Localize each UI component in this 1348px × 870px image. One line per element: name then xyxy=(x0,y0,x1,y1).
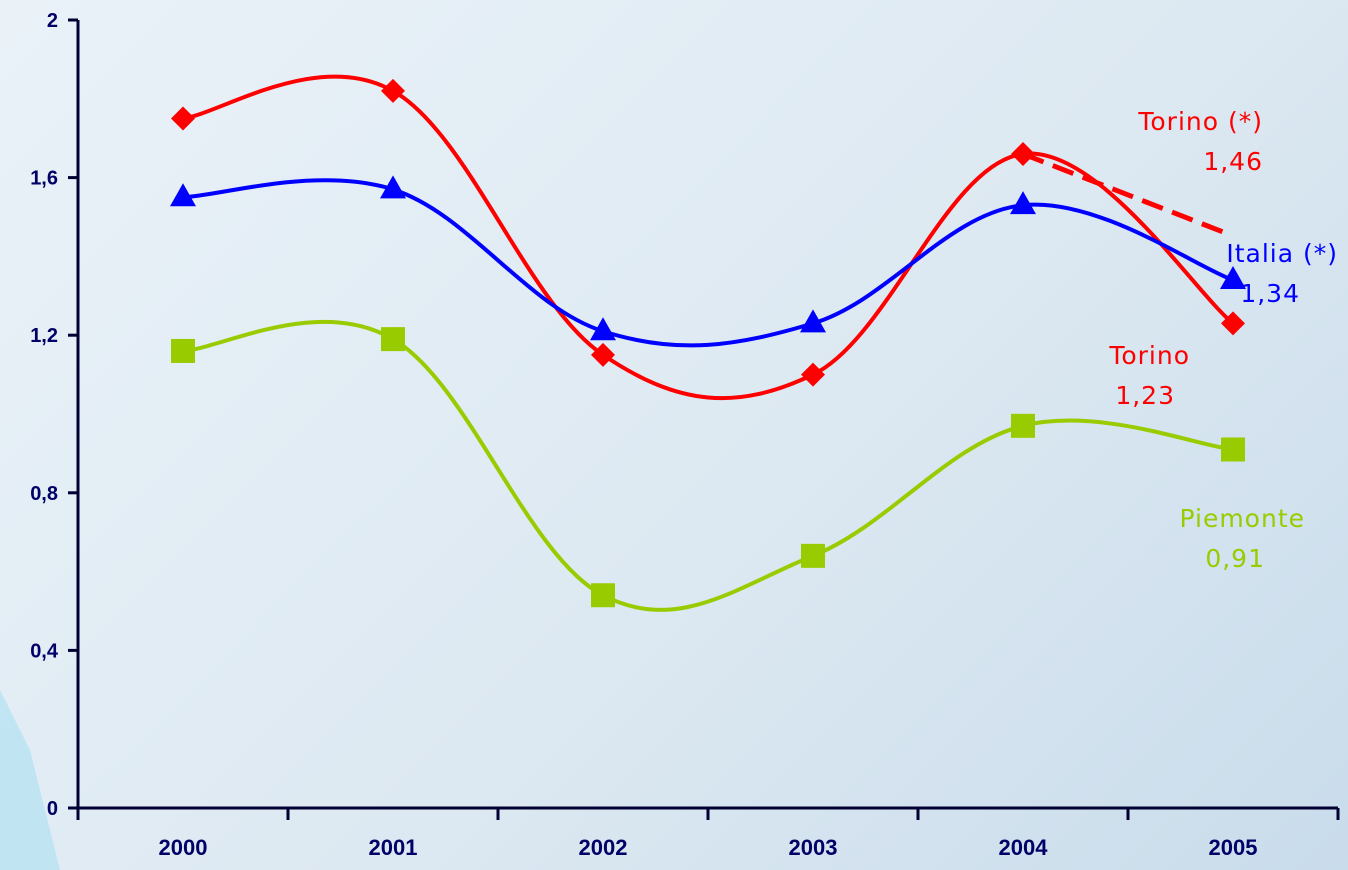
y-tick-label: 0 xyxy=(47,798,58,820)
series-line-torino xyxy=(182,74,1235,401)
marker-square-piemonte xyxy=(1011,413,1035,438)
chart-annotations: Torino (*) 1,46 Italia (*) 1,34 Torino 1,23 Pi… xyxy=(1108,107,1338,573)
y-tick-label: 1,2 xyxy=(30,325,58,347)
marker-square-piemonte xyxy=(801,543,825,568)
annotation-torino-star-value: 1,46 xyxy=(1203,147,1263,176)
y-tick-label: 0,8 xyxy=(30,483,58,505)
x-tick-label: 2003 xyxy=(789,835,838,860)
annotation-torino-star-label: Torino (*) xyxy=(1137,107,1263,136)
annotation-piemonte-label: Piemonte xyxy=(1179,504,1305,533)
marker-triangle-italia xyxy=(1010,191,1036,215)
y-tick-label: 0,4 xyxy=(30,640,59,662)
marker-triangle-italia xyxy=(1220,266,1246,290)
annotation-piemonte-value: 0,91 xyxy=(1205,544,1265,573)
marker-square-piemonte xyxy=(381,327,405,352)
marker-triangle-italia xyxy=(170,183,196,207)
y-tick-label: 1,6 xyxy=(30,168,58,190)
marker-triangle-italia xyxy=(380,175,406,199)
x-tick-label: 2005 xyxy=(1209,835,1258,860)
marker-diamond-torino xyxy=(1221,311,1245,336)
annotation-italia-star-label: Italia (*) xyxy=(1226,239,1338,268)
chart-axes: 0 0,4 0,8 1,2 1,6 2 2000 2001 2002 2003 2004 2005 xyxy=(30,10,1340,860)
x-tick-label: 2000 xyxy=(159,835,208,860)
x-tick-label: 2001 xyxy=(369,835,418,860)
chart-markers xyxy=(170,78,1246,608)
annotation-torino-label: Torino xyxy=(1108,341,1190,370)
marker-triangle-italia xyxy=(590,317,616,341)
marker-diamond-torino xyxy=(381,78,405,103)
background-decoration xyxy=(0,690,60,870)
marker-diamond-torino xyxy=(1011,141,1035,166)
annotation-torino-value: 1,23 xyxy=(1115,381,1175,410)
marker-diamond-torino xyxy=(801,362,825,387)
chart-series xyxy=(182,74,1235,612)
marker-diamond-torino xyxy=(171,106,195,131)
decorative-wedge xyxy=(0,690,60,870)
marker-square-piemonte xyxy=(171,338,195,363)
y-tick-label: 2 xyxy=(47,10,58,32)
projection-line-torino xyxy=(1022,151,1226,236)
annotation-italia-star-value: 1,34 xyxy=(1240,279,1300,308)
marker-diamond-torino xyxy=(591,342,615,367)
x-tick-label: 2002 xyxy=(579,835,628,860)
series-line-piemonte xyxy=(182,319,1234,612)
marker-square-piemonte xyxy=(1221,437,1245,462)
x-tick-label: 2004 xyxy=(999,835,1049,860)
series-line-italia xyxy=(182,178,1234,348)
marker-triangle-italia xyxy=(800,309,826,333)
marker-square-piemonte xyxy=(591,583,615,608)
